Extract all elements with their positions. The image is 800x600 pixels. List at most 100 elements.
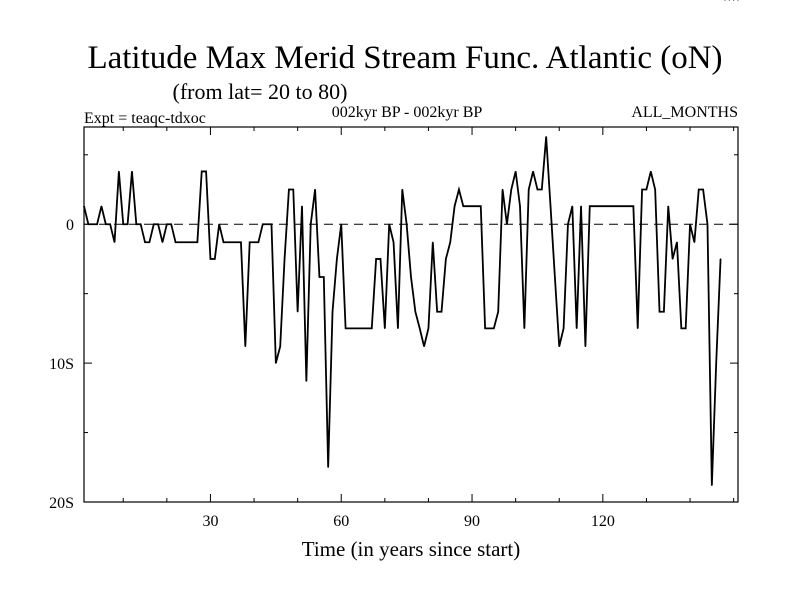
period-label: 002kyr BP - 002kyr BP bbox=[332, 104, 483, 121]
data-point bbox=[528, 188, 530, 191]
data-point bbox=[231, 241, 233, 243]
data-point bbox=[253, 241, 255, 243]
chart-title: Latitude Max Merid Stream Func. Atlantic… bbox=[87, 40, 722, 76]
data-point bbox=[724, 0, 726, 1]
y-axis: 0 10S 20S bbox=[49, 154, 738, 512]
data-point bbox=[384, 327, 386, 329]
data-point bbox=[161, 241, 164, 243]
data-point bbox=[593, 205, 595, 207]
data-point bbox=[353, 327, 355, 329]
plot-frame bbox=[83, 126, 739, 503]
data-point bbox=[658, 311, 661, 313]
data-point bbox=[549, 205, 552, 207]
data-point bbox=[632, 205, 634, 207]
data-point bbox=[728, 0, 730, 1]
data-point bbox=[397, 327, 399, 329]
data-point bbox=[672, 258, 674, 260]
data-point bbox=[580, 205, 582, 207]
data-point bbox=[144, 241, 146, 243]
data-point bbox=[358, 327, 360, 329]
data-point bbox=[275, 362, 277, 364]
data-point bbox=[680, 327, 682, 329]
data-point bbox=[440, 311, 443, 313]
data-point bbox=[475, 205, 477, 207]
data-point bbox=[157, 223, 159, 225]
data-point bbox=[558, 345, 560, 348]
data-point bbox=[140, 223, 142, 225]
data-point bbox=[392, 241, 395, 243]
experiment-label: Expt = teaqc-tdxoc bbox=[84, 110, 206, 127]
data-point bbox=[96, 223, 98, 225]
data-point bbox=[366, 327, 368, 329]
data-point bbox=[493, 327, 495, 329]
data-point bbox=[188, 241, 190, 243]
data-point bbox=[179, 241, 181, 243]
data-point bbox=[554, 276, 556, 278]
data-point bbox=[445, 258, 447, 260]
data-point bbox=[641, 188, 643, 191]
data-point bbox=[571, 205, 573, 207]
data-point bbox=[362, 327, 364, 329]
data-point bbox=[83, 205, 85, 207]
data-point bbox=[205, 170, 207, 173]
data-point bbox=[379, 258, 382, 260]
series-points bbox=[83, 0, 739, 486]
data-point bbox=[262, 223, 264, 225]
data-point bbox=[292, 188, 294, 191]
data-point bbox=[637, 327, 639, 329]
data-point bbox=[619, 205, 621, 207]
data-point bbox=[480, 205, 482, 207]
x-tick-label: 30 bbox=[202, 513, 218, 530]
data-point bbox=[410, 276, 412, 278]
data-point bbox=[314, 188, 316, 191]
data-point bbox=[214, 258, 216, 260]
data-point bbox=[244, 345, 246, 348]
data-point bbox=[318, 276, 321, 278]
data-point bbox=[645, 188, 648, 191]
data-point bbox=[279, 345, 281, 348]
data-point bbox=[270, 223, 273, 225]
data-point bbox=[563, 327, 565, 329]
data-point bbox=[310, 223, 312, 225]
data-point bbox=[327, 466, 329, 468]
data-point bbox=[467, 205, 469, 207]
y-tick-label: 10S bbox=[49, 356, 74, 373]
data-point bbox=[127, 223, 129, 225]
data-point bbox=[532, 170, 534, 173]
x-tick-label: 120 bbox=[591, 513, 615, 530]
data-point bbox=[406, 223, 408, 225]
x-tick-label: 60 bbox=[333, 513, 349, 530]
data-point bbox=[667, 205, 669, 207]
data-point bbox=[663, 311, 665, 313]
data-point bbox=[201, 170, 203, 173]
data-point bbox=[113, 241, 116, 243]
data-point bbox=[100, 205, 103, 207]
data-point bbox=[676, 241, 678, 243]
data-point bbox=[131, 170, 133, 173]
data-point bbox=[519, 205, 521, 207]
data-point bbox=[236, 241, 238, 243]
data-point bbox=[449, 241, 451, 243]
data-point bbox=[92, 223, 94, 225]
data-point bbox=[497, 311, 499, 313]
data-point bbox=[715, 362, 717, 364]
data-point bbox=[484, 327, 486, 329]
data-point bbox=[510, 188, 512, 191]
data-point bbox=[515, 170, 517, 173]
data-point bbox=[401, 188, 403, 191]
data-point bbox=[501, 188, 504, 191]
data-point bbox=[192, 241, 194, 243]
data-point bbox=[471, 205, 473, 207]
data-point bbox=[174, 241, 177, 243]
data-point bbox=[266, 223, 268, 225]
season-label: ALL_MONTHS bbox=[631, 104, 738, 121]
data-point bbox=[462, 205, 464, 207]
data-point bbox=[249, 241, 251, 243]
y-tick-label: 20S bbox=[49, 495, 74, 512]
data-point bbox=[419, 327, 421, 329]
data-point bbox=[685, 327, 687, 329]
data-point bbox=[427, 327, 430, 329]
data-point bbox=[458, 188, 460, 191]
data-point bbox=[698, 188, 700, 191]
data-point bbox=[283, 258, 286, 260]
